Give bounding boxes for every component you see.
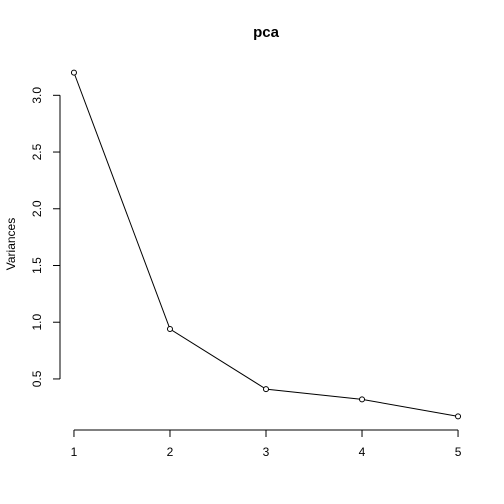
y-tick-label: 2.5: [30, 143, 44, 160]
y-tick-label: 2.0: [30, 200, 44, 217]
point: [455, 413, 462, 420]
y-tick-label: 1.5: [30, 257, 44, 274]
x-tick-label: 4: [359, 445, 366, 459]
point: [359, 396, 366, 403]
y-axis-label: Variances: [4, 218, 18, 270]
point: [166, 326, 173, 333]
x-tick-label: 2: [167, 445, 174, 459]
x-tick-label: 1: [71, 445, 78, 459]
chart-title: pca: [253, 24, 280, 41]
point: [70, 69, 77, 76]
x-tick-label: 5: [455, 445, 462, 459]
point: [263, 386, 269, 393]
y-tick-label: 3.0: [30, 87, 44, 104]
x-tick-label: 3: [263, 445, 270, 459]
y-tick-label: 0.5: [30, 370, 44, 387]
y-tick-label: 1.0: [30, 314, 44, 331]
